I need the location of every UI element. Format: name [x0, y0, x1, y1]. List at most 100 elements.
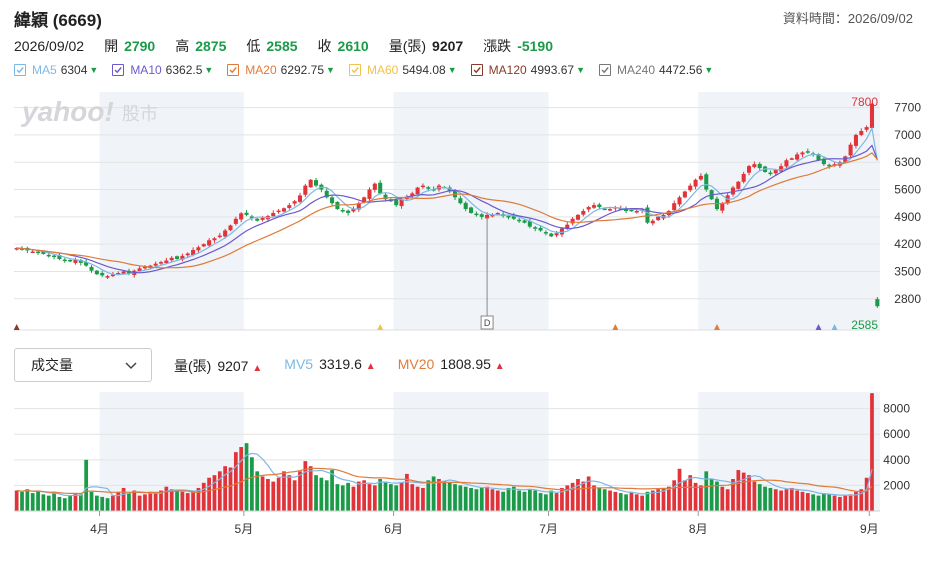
y-tick-label: 2000	[883, 478, 910, 492]
x-tick-label: 6月	[384, 522, 403, 536]
mv5-line	[16, 452, 873, 497]
volume-bar	[78, 494, 83, 511]
volume-bar	[805, 493, 810, 511]
candle	[533, 227, 538, 229]
candle	[474, 213, 479, 216]
volume-bar	[495, 490, 500, 511]
candle	[201, 244, 206, 247]
volume-bar	[62, 498, 67, 511]
volume-bar	[212, 475, 217, 511]
candle	[340, 209, 345, 212]
event-triangle-icon	[713, 324, 720, 330]
candle	[485, 214, 490, 219]
candle	[575, 214, 581, 220]
volume-bar	[608, 490, 612, 511]
checkbox-icon[interactable]	[227, 64, 240, 76]
volume-bar	[41, 494, 46, 511]
quote-high: 高 2875	[175, 38, 227, 54]
event-triangle-icon	[13, 324, 20, 330]
ma-legend-item[interactable]: MA20 6292.75 ▼	[227, 63, 335, 77]
candle	[602, 208, 607, 211]
volume-bar	[276, 477, 281, 511]
ma-legend-item[interactable]: MA60 5494.08 ▼	[348, 63, 457, 77]
marker-label: D	[484, 318, 491, 328]
candle	[121, 271, 126, 274]
checkbox-icon[interactable]	[348, 64, 361, 76]
candle	[570, 218, 575, 224]
volume-bar	[191, 490, 195, 511]
candlestick-chart: 2800 3500 4200 4900 5600 6300 7000 7700 yahoo! 股市…	[13, 92, 921, 332]
volume-bar	[821, 493, 826, 511]
volume-bar	[527, 489, 532, 511]
volume-bar	[52, 491, 56, 511]
candle	[757, 163, 762, 169]
candle	[394, 199, 399, 206]
volume-bar	[533, 490, 538, 511]
volume-bar	[453, 484, 457, 511]
ma-legend-item[interactable]: MA10 6362.5 ▼	[112, 63, 213, 77]
candle	[864, 127, 869, 130]
volume-bar	[747, 475, 751, 511]
candle	[565, 224, 570, 229]
volume-bar	[490, 489, 495, 511]
candle	[490, 214, 495, 217]
volume-bar	[715, 481, 719, 511]
volume-bar	[538, 493, 543, 511]
ma-legend-item[interactable]: MA5 6304 ▼	[14, 63, 98, 77]
checkbox-icon[interactable]	[470, 64, 483, 76]
volume-bar	[346, 482, 350, 511]
candle	[142, 266, 148, 269]
indicator-select[interactable]: 成交量	[14, 348, 152, 382]
up-triangle-icon: ▲	[494, 361, 505, 372]
candle	[608, 209, 613, 211]
candle	[89, 266, 94, 271]
x-tick-label: 7月	[539, 522, 558, 536]
volume-bar	[784, 489, 789, 511]
chevron-down-icon	[125, 357, 137, 373]
volume-bar	[14, 490, 19, 511]
candle	[682, 191, 687, 198]
ma-legend-item[interactable]: MA120 4993.67 ▼	[470, 63, 585, 77]
event-triangle-icon	[831, 324, 838, 330]
volume-bar	[848, 494, 853, 511]
volume-bar	[485, 486, 489, 511]
up-triangle-icon: ▲	[252, 363, 263, 374]
candle	[543, 232, 548, 234]
checkbox-icon[interactable]	[112, 64, 125, 76]
volume-bar	[89, 491, 94, 511]
volume-bar	[554, 493, 559, 511]
volume-bar	[650, 490, 655, 511]
candle	[746, 166, 752, 173]
volume-bar	[421, 487, 425, 511]
volume-bar	[859, 489, 864, 511]
volume-bar	[239, 447, 244, 511]
quote-change: 漲跌 -5190	[483, 38, 553, 54]
x-tick-label: 9月	[860, 522, 879, 536]
candle	[688, 185, 693, 191]
quote-low: 低 2585	[246, 38, 298, 54]
volume-bar	[522, 491, 527, 511]
checkbox-icon[interactable]	[598, 64, 611, 76]
volume-bar	[474, 489, 479, 511]
ma-legend-item[interactable]: MA240 4472.56 ▼	[598, 63, 713, 77]
volume-bar	[180, 491, 185, 511]
ma-name: MA10	[130, 63, 162, 77]
low-label: 2585	[851, 318, 878, 332]
candle	[624, 208, 629, 211]
volume-bar	[661, 487, 666, 511]
candle	[559, 228, 564, 235]
checkbox-icon[interactable]	[14, 64, 26, 76]
volume-bar	[30, 493, 35, 511]
candle	[14, 248, 19, 250]
volume-bar	[458, 485, 463, 511]
mv20-line	[16, 467, 873, 495]
candle	[233, 218, 238, 224]
ma10-line	[16, 144, 878, 274]
volume-bar	[255, 471, 260, 511]
y-tick-label: 7700	[894, 101, 921, 115]
vol-legend-volume: 量(張) 9207 ▲	[174, 358, 263, 374]
volume-bar	[46, 495, 51, 511]
y-tick-label: 2800	[894, 292, 921, 306]
volume-bar	[693, 482, 698, 511]
candle	[415, 187, 420, 195]
